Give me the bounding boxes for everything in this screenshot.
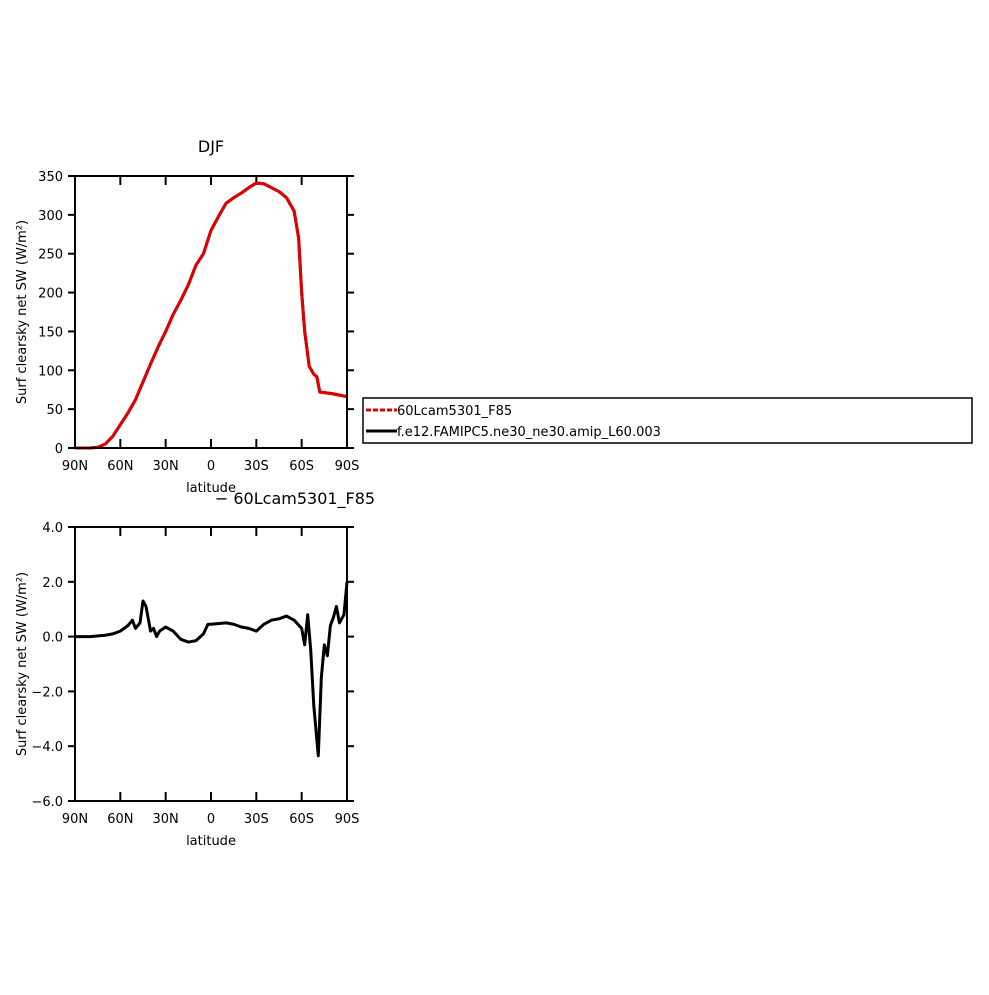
y-tick-label: 100: [38, 364, 63, 379]
x-axis-label: latitude: [186, 481, 236, 496]
x-tick-label: 0: [207, 812, 215, 827]
x-tick-label: 0: [207, 459, 215, 474]
chart-title: − 60Lcam5301_F85: [215, 489, 375, 509]
y-axis-label: Surf clearsky net SW (W/m²): [15, 572, 30, 756]
x-tick-label: 60S: [289, 812, 314, 827]
chart-title: DJF: [198, 137, 224, 156]
x-tick-label: 30S: [244, 812, 269, 827]
plot-frame: [74, 526, 348, 802]
x-tick-label: 90N: [62, 459, 88, 474]
y-tick-label: 350: [38, 170, 63, 185]
x-tick-label: 30N: [153, 459, 179, 474]
plot-frame: [74, 175, 348, 449]
y-tick-label: 2.0: [42, 576, 63, 591]
y-tick-label: −4.0: [31, 740, 63, 755]
y-tick-label: 200: [38, 287, 63, 302]
data-line: [75, 181, 348, 450]
x-tick-label: 90N: [62, 812, 88, 827]
x-tick-label: 90S: [335, 459, 360, 474]
legend-label: 60Lcam5301_F85: [397, 404, 512, 419]
y-tick-label: 4.0: [42, 521, 63, 536]
y-tick-label: 50: [46, 403, 63, 418]
y-tick-label: 0.0: [42, 631, 63, 646]
y-tick-label: −6.0: [31, 795, 63, 810]
x-tick-label: 30S: [244, 459, 269, 474]
legend-box: [362, 397, 973, 444]
x-tick-label: 60N: [107, 459, 133, 474]
data-line: [75, 181, 348, 450]
y-tick-label: 300: [38, 209, 63, 224]
x-tick-label: 90S: [335, 812, 360, 827]
y-tick-label: 250: [38, 248, 63, 263]
y-tick-label: −2.0: [31, 685, 63, 700]
x-tick-label: 30N: [153, 812, 179, 827]
legend-label: f.e12.FAMIPC5.ne30_ne30.amip_L60.003: [397, 425, 661, 440]
data-line: [75, 581, 349, 758]
x-axis-label: latitude: [186, 834, 236, 849]
x-tick-label: 60N: [107, 812, 133, 827]
y-tick-label: 150: [38, 325, 63, 340]
y-axis-label: Surf clearsky net SW (W/m²): [15, 220, 30, 404]
y-tick-label: 0: [55, 442, 63, 457]
x-tick-label: 60S: [289, 459, 314, 474]
